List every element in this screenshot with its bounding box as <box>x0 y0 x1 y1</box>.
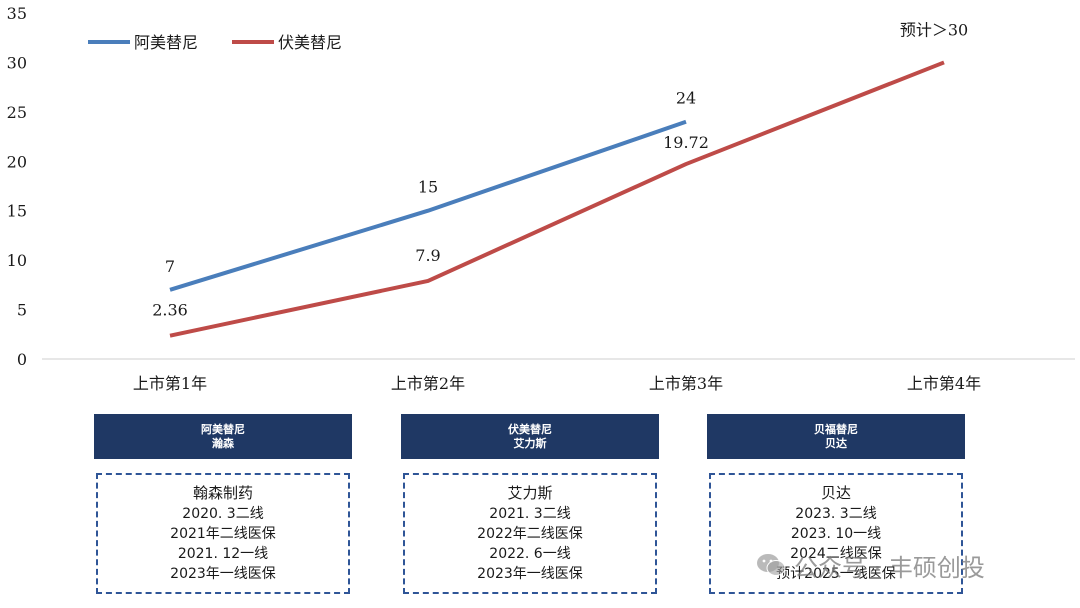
data-label: 24 <box>676 89 696 108</box>
card-company: 翰森制药 <box>192 484 253 502</box>
watermark-text: 公众号 · 丰硕创投 <box>794 553 985 582</box>
card-line: 2022年二线医保 <box>477 526 583 542</box>
x-tick-label: 上市第1年 <box>133 374 207 393</box>
data-label: 15 <box>418 178 438 197</box>
card-header-drug: 阿美替尼 <box>201 422 245 436</box>
card-header-amitinib: 阿美替尼 瀚森 <box>94 414 352 459</box>
card-company: 贝达 <box>820 484 851 502</box>
x-axis: 上市第1年 上市第2年 上市第3年 上市第4年 <box>133 374 981 393</box>
data-label: 2.36 <box>152 301 188 320</box>
y-tick-label: 0 <box>17 350 27 369</box>
card-line: 2023年一线医保 <box>477 566 583 582</box>
card-box-amitinib: 翰森制药 2020. 3二线 2021年二线医保 2021. 12一线 2023… <box>96 473 350 594</box>
data-label: 预计＞30 <box>900 20 968 39</box>
card-line: 2023. 10一线 <box>790 526 882 542</box>
card-header-company: 瀚森 <box>212 436 234 450</box>
data-label: 7.9 <box>415 246 440 265</box>
y-tick-label: 25 <box>7 103 27 122</box>
card-box-furmonertinib: 艾力斯 2021. 3二线 2022年二线医保 2022. 6一线 2023年一… <box>403 473 657 594</box>
card-line: 2021年二线医保 <box>170 526 276 542</box>
legend-label: 伏美替尼 <box>278 33 342 52</box>
series-line-1 <box>169 119 687 292</box>
card-line: 2021. 12一线 <box>177 546 269 562</box>
line-chart: 0 5 10 15 20 25 30 35 上市第1年 上市第2年 上市第3年 上市第4年 7 15 2… <box>7 4 1075 393</box>
data-label: 19.72 <box>663 133 709 152</box>
y-axis: 0 5 10 15 20 25 30 35 <box>7 4 27 369</box>
y-tick-label: 15 <box>7 202 27 221</box>
card-company: 艾力斯 <box>507 484 553 502</box>
card-line: 2021. 3二线 <box>489 506 571 522</box>
wechat-icon <box>757 554 786 576</box>
series-layer: 7 15 24 2.36 7.9 19.72 预计＞30 <box>152 20 968 338</box>
y-tick-label: 10 <box>7 251 27 270</box>
card-header-befotertinib: 贝福替尼 贝达 <box>707 414 965 459</box>
x-tick-label: 上市第2年 <box>391 374 465 393</box>
card-header-drug: 贝福替尼 <box>814 422 858 436</box>
x-tick-label: 上市第4年 <box>907 374 981 393</box>
card-header-furmonertinib: 伏美替尼 艾力斯 <box>401 414 659 459</box>
card-header-drug: 伏美替尼 <box>508 422 552 436</box>
card-line: 2024二线医保 <box>790 546 882 562</box>
y-tick-label: 20 <box>7 152 27 171</box>
data-label: 7 <box>165 257 175 276</box>
card-header-company: 艾力斯 <box>513 436 547 450</box>
card-line: 2022. 6一线 <box>489 546 571 562</box>
watermark: 公众号 · 丰硕创投 <box>756 548 1056 582</box>
x-tick-label: 上市第3年 <box>649 374 723 393</box>
legend: 阿美替尼 伏美替尼 <box>88 33 342 52</box>
card-line: 预计2025一线医保 <box>776 566 896 582</box>
card-line: 2023年一线医保 <box>170 566 276 582</box>
card-box-befotertinib: 贝达 2023. 3二线 2023. 10一线 2024二线医保 预计2025一… <box>709 473 963 594</box>
card-line: 2020. 3二线 <box>182 506 264 522</box>
y-tick-label: 30 <box>7 53 27 72</box>
y-tick-label: 35 <box>7 4 27 23</box>
series-line-2 <box>169 60 945 338</box>
y-tick-label: 5 <box>17 301 27 320</box>
card-header-company: 贝达 <box>825 436 847 450</box>
card-line: 2023. 3二线 <box>795 506 877 522</box>
legend-label: 阿美替尼 <box>134 33 198 52</box>
